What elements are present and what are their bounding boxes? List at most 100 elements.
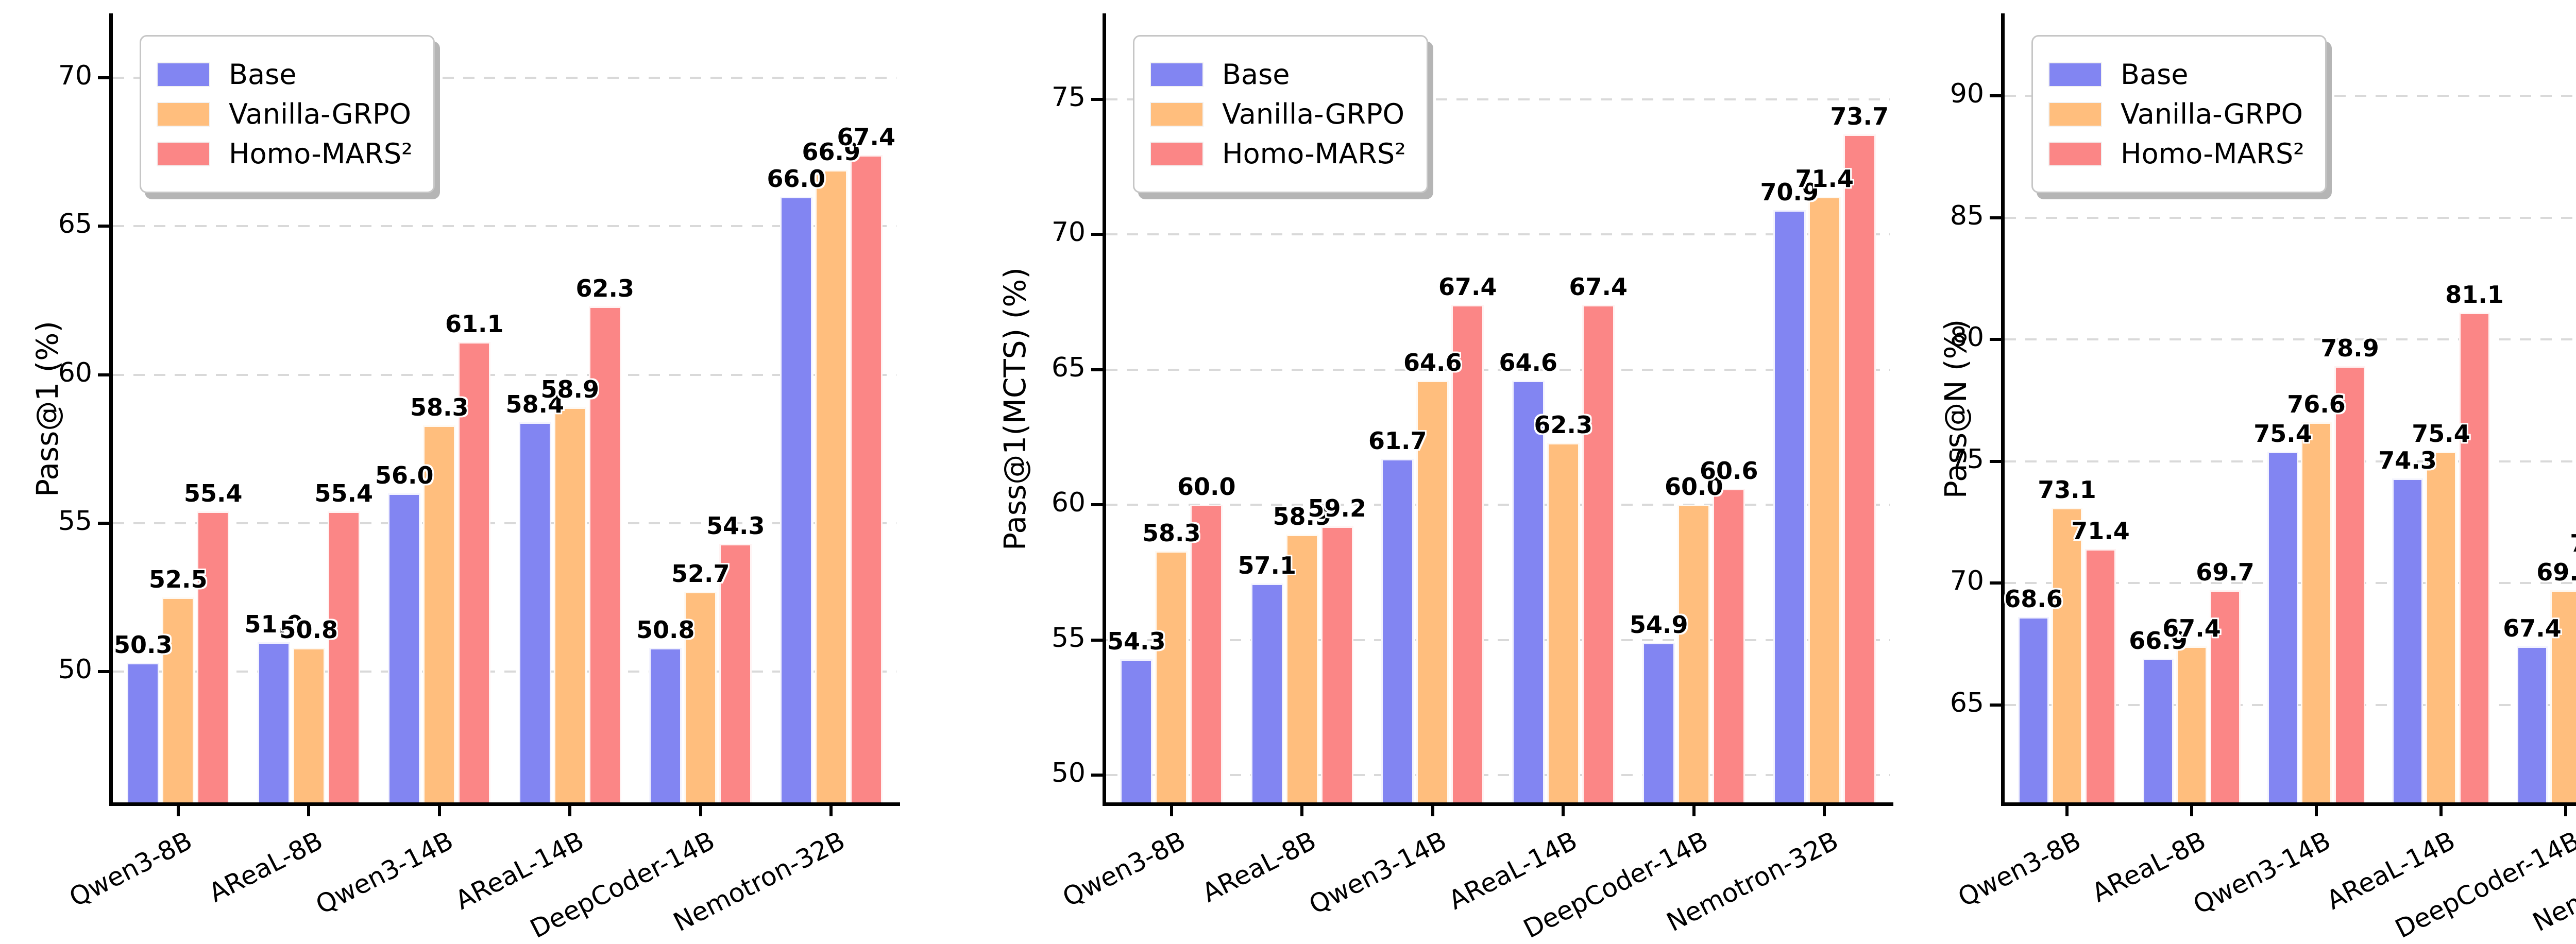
bar-value-label: 76.6 — [2287, 390, 2346, 419]
bottom-spine — [109, 802, 900, 806]
bar-value-label: 64.6 — [1403, 348, 1462, 376]
bar-vanilla-grpo-qwen3-8b — [162, 597, 195, 802]
gridline-y-75 — [1106, 98, 1890, 100]
legend: Base Vanilla-GRPO Homo-MARS² — [1133, 35, 1428, 193]
legend-item-label: Vanilla-GRPO — [2121, 98, 2303, 130]
bar-value-label: 56.0 — [375, 461, 434, 490]
bar-value-label: 66.0 — [767, 164, 826, 193]
bar-homo-mars--qwen3-14b — [2334, 366, 2365, 802]
legend-swatch-icon — [1150, 62, 1204, 87]
x-tick-mark — [437, 806, 441, 816]
legend-item-label: Homo-MARS² — [229, 138, 413, 170]
bar-value-label: 67.4 — [2162, 614, 2221, 643]
y-tick-label: 50 — [1051, 758, 1086, 789]
bar-value-label: 68.6 — [2004, 585, 2063, 613]
y-tick-label: 55 — [58, 505, 92, 537]
y-tick-label: 60 — [1051, 487, 1086, 519]
bar-value-label: 67.4 — [837, 123, 896, 151]
bar-vanilla-grpo-qwen3-14b — [1416, 380, 1449, 802]
y-tick-mark — [1990, 459, 2001, 463]
y-tick-label: 65 — [1051, 352, 1086, 383]
bar-base-areal-14b — [2392, 478, 2423, 802]
bar-value-label: 71.4 — [1795, 164, 1854, 193]
bar-homo-mars--deepcoder-14b — [1713, 488, 1745, 802]
legend-swatch-icon — [2048, 141, 2102, 166]
legend-item-label: Base — [2121, 58, 2189, 91]
legend-swatch-icon — [157, 62, 210, 87]
bar-vanilla-grpo-qwen3-8b — [1155, 551, 1188, 802]
y-tick-mark — [1091, 233, 1103, 236]
bar-vanilla-grpo-qwen3-8b — [2052, 507, 2082, 802]
bar-value-label: 61.1 — [445, 310, 504, 338]
plot-area-3: 65 70 75 80 85 90 68.6 73.1 71.4 Qwen3-8B 66.9 67.4… — [1950, 13, 2576, 944]
y-tick-mark — [98, 521, 109, 525]
plot-area-1: 50 55 60 65 70 50.3 52.5 55.4 Qwen3-8B 51.0 50.8 55… — [58, 13, 900, 944]
y-tick-mark — [98, 670, 109, 674]
y-tick-label: 75 — [1950, 443, 1984, 475]
y-tick-label: 70 — [58, 60, 92, 92]
bar-homo-mars--areal-8b — [1320, 526, 1353, 802]
bar-vanilla-grpo-areal-14b — [553, 407, 586, 802]
bar-value-label: 78.9 — [2320, 334, 2379, 363]
legend-item-homo-mars-: Homo-MARS² — [2048, 138, 2304, 170]
bar-value-label: 60.0 — [1177, 473, 1236, 501]
bar-value-label: 50.8 — [279, 616, 338, 644]
legend-swatch-icon — [1150, 101, 1204, 127]
x-tick-label-qwen3-14b: Qwen3-14B — [311, 826, 459, 920]
y-tick-mark — [1990, 703, 2001, 707]
y-tick-label: 65 — [1950, 687, 1984, 718]
y-tick-label: 85 — [1950, 200, 1984, 231]
gridline-y-50 — [1106, 774, 1890, 777]
x-tick-mark — [699, 806, 702, 816]
x-tick-mark — [1562, 806, 1565, 816]
legend-item-vanilla-grpo: Vanilla-GRPO — [2048, 98, 2304, 130]
x-tick-mark — [1823, 806, 1826, 816]
bar-value-label: 67.4 — [1438, 272, 1497, 301]
legend-item-label: Homo-MARS² — [1222, 138, 1406, 170]
legend-swatch-icon — [157, 101, 210, 127]
y-tick-label: 75 — [1051, 81, 1086, 113]
bar-base-qwen3-14b — [388, 493, 421, 802]
bar-base-deepcoder-14b — [649, 648, 682, 802]
y-tick-label: 90 — [1950, 78, 1984, 110]
legend-item-vanilla-grpo: Vanilla-GRPO — [1150, 98, 1406, 130]
legend-swatch-icon — [2048, 62, 2102, 87]
x-tick-mark — [176, 806, 180, 816]
left-spine — [109, 13, 113, 806]
left-spine — [2001, 13, 2005, 806]
bar-value-label: 50.3 — [114, 630, 173, 659]
bar-homo-mars--deepcoder-14b — [719, 544, 752, 802]
x-tick-mark — [2190, 806, 2193, 816]
legend-item-label: Vanilla-GRPO — [1222, 98, 1405, 130]
bar-value-label: 75.4 — [2253, 419, 2312, 448]
bar-base-qwen3-14b — [2267, 451, 2298, 802]
bar-base-areal-14b — [518, 422, 551, 802]
x-tick-mark — [1300, 806, 1304, 816]
bar-base-areal-8b — [2143, 658, 2174, 802]
y-tick-label: 50 — [58, 654, 92, 685]
bar-value-label: 60.6 — [1700, 456, 1758, 485]
y-tick-label: 70 — [1051, 217, 1086, 248]
gridline-y-80 — [2005, 338, 2576, 341]
bar-value-label: 54.3 — [1107, 627, 1166, 655]
bar-homo-mars--nemotron-32b — [1843, 134, 1876, 802]
y-tick-mark — [1091, 503, 1103, 507]
x-tick-label-qwen3-8b: Qwen3-8B — [1058, 826, 1191, 913]
bar-vanilla-grpo-nemotron-32b — [1808, 196, 1841, 802]
y-tick-mark — [98, 225, 109, 228]
y-tick-mark — [98, 373, 109, 376]
x-tick-mark — [307, 806, 311, 816]
bar-value-label: 81.1 — [2445, 281, 2504, 309]
bar-value-label: 61.7 — [1368, 427, 1427, 455]
bar-value-label: 58.9 — [540, 375, 600, 404]
bar-homo-mars--qwen3-8b — [2085, 549, 2116, 802]
x-tick-label-qwen3-14b: Qwen3-14B — [1304, 826, 1452, 920]
bar-vanilla-grpo-qwen3-14b — [423, 425, 456, 802]
bar-value-label: 58.4 — [505, 390, 565, 418]
x-tick-mark — [2439, 806, 2443, 816]
y-tick-label: 60 — [58, 357, 92, 388]
y-tick-label: 65 — [58, 209, 92, 240]
x-tick-mark — [2564, 806, 2567, 816]
bar-value-label: 71.4 — [2071, 517, 2130, 545]
y-tick-mark — [1990, 581, 2001, 585]
